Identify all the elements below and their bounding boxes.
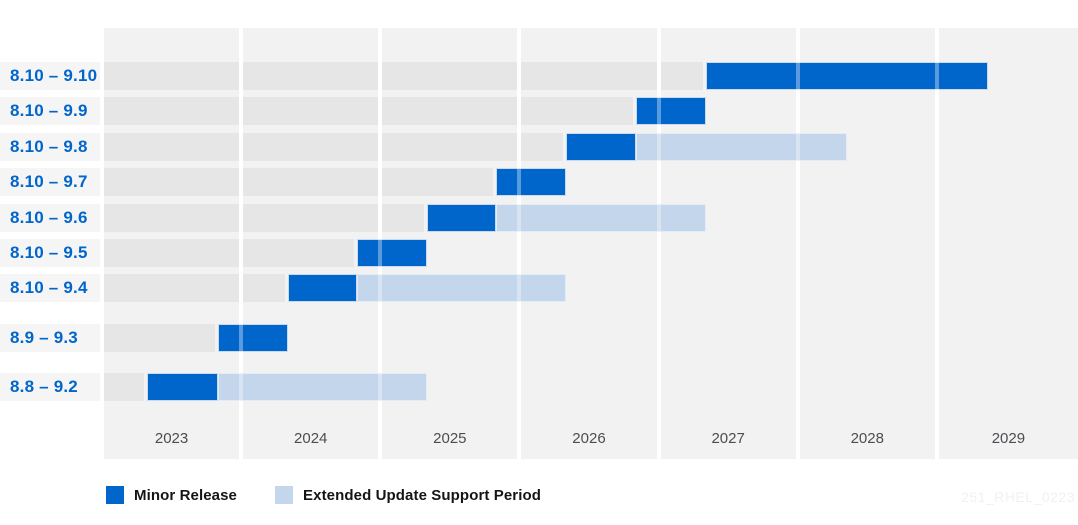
- column-separator-overlay: [656, 28, 661, 459]
- row-label-stripe: 8.10 – 9.6: [0, 204, 100, 232]
- row-label-stripe: 8.10 – 9.7: [0, 168, 100, 196]
- eus-label: Extended Update Support Period: [303, 486, 542, 504]
- row-label: 8.8 – 9.2: [10, 377, 78, 396]
- column-separator-overlay: [239, 28, 244, 459]
- row-label: 8.10 – 9.7: [10, 172, 88, 191]
- minor-release-bar: [357, 239, 427, 267]
- plot-area: 2023 2024 2025 2026 2027 2028 2029: [104, 28, 1078, 459]
- eus-bar: [357, 274, 566, 302]
- row-label-stripe: 8.8 – 9.2: [0, 373, 100, 401]
- minor-release-bar: [496, 168, 566, 196]
- minor-release-swatch: [106, 486, 124, 504]
- pre-release-track: [104, 168, 494, 196]
- row-label-stripe: 8.10 – 9.10: [0, 62, 100, 90]
- minor-release-bar: [218, 324, 288, 352]
- legend: Minor Release Extended Update Support Pe…: [106, 486, 541, 504]
- legend-item-minor-release: Minor Release: [106, 486, 237, 504]
- pre-release-track: [104, 97, 633, 125]
- minor-release-bar: [147, 373, 219, 401]
- column-separator: [517, 28, 522, 459]
- minor-release-bar: [287, 274, 358, 302]
- column-separator-overlay: [934, 28, 939, 459]
- column-separator: [934, 28, 939, 459]
- row-label-stripe: 8.10 – 9.9: [0, 97, 100, 125]
- row-label: 8.10 – 9.4: [10, 278, 88, 297]
- eus-bar: [635, 133, 847, 161]
- row-label-stripe: 8.10 – 9.8: [0, 133, 100, 161]
- row-label: 8.10 – 9.6: [10, 208, 88, 227]
- row-label-column: 8.10 – 9.10 8.10 – 9.9 8.10 – 9.8 8.10 – 9.…: [0, 0, 100, 525]
- pre-release-track: [104, 274, 285, 302]
- column-separator: [795, 28, 800, 459]
- document-code-watermark: 251_RHEL_0223: [961, 489, 1075, 505]
- column-separator: [656, 28, 661, 459]
- pre-release-track: [104, 204, 424, 232]
- row-label: 8.10 – 9.5: [10, 243, 88, 262]
- year-tick-label: 2026: [572, 430, 606, 447]
- row-label: 8.10 – 9.10: [10, 66, 98, 85]
- column-separator-overlay: [795, 28, 800, 459]
- column-separator: [239, 28, 244, 459]
- eus-swatch: [275, 486, 294, 504]
- year-tick-label: 2023: [154, 430, 189, 447]
- row-label: 8.10 – 9.9: [10, 101, 88, 120]
- year-tick-label: 2027: [711, 430, 745, 447]
- year-column: 2029: [938, 28, 1078, 459]
- row-label-stripe: 8.10 – 9.5: [0, 239, 100, 267]
- year-tick-label: 2024: [294, 430, 328, 447]
- year-column: 2028: [799, 28, 935, 459]
- year-column: 2027: [660, 28, 796, 459]
- pre-release-track: [104, 62, 704, 90]
- minor-release-bar: [426, 204, 497, 232]
- pre-release-track: [104, 373, 145, 401]
- eus-bar: [218, 373, 427, 401]
- year-tick-label: 2025: [433, 430, 467, 447]
- row-label: 8.9 – 9.3: [10, 328, 78, 347]
- pre-release-track: [104, 239, 355, 267]
- minor-release-label: Minor Release: [134, 486, 238, 504]
- minor-release-bar: [565, 133, 636, 161]
- row-label-stripe: 8.10 – 9.4: [0, 274, 100, 302]
- year-tick-label: 2028: [850, 430, 884, 447]
- eus-bar: [496, 204, 707, 232]
- legend-item-eus: Extended Update Support Period: [275, 486, 541, 504]
- pre-release-track: [104, 133, 563, 161]
- row-label: 8.10 – 9.8: [10, 137, 88, 156]
- minor-release-bar: [635, 97, 707, 125]
- year-tick-label: 2029: [991, 430, 1026, 447]
- column-separator-overlay: [378, 28, 383, 459]
- year-column: 2026: [521, 28, 657, 459]
- row-label-stripe: 8.9 – 9.3: [0, 324, 100, 352]
- pre-release-track: [104, 324, 216, 352]
- column-separator-overlay: [517, 28, 522, 459]
- minor-release-bar: [706, 62, 988, 90]
